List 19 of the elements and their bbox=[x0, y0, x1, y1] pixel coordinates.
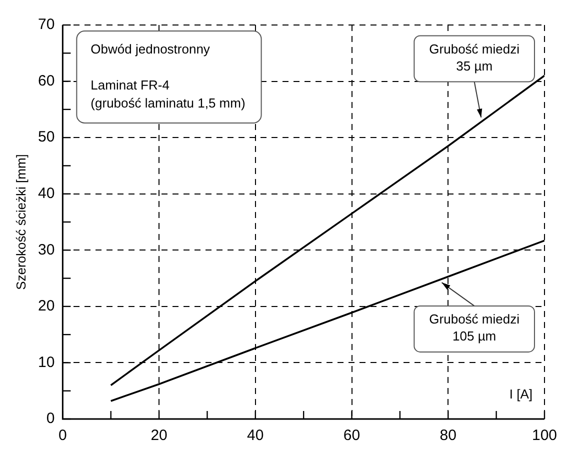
y-tick-label: 50 bbox=[38, 128, 55, 146]
text: Grubość miedzi 105 µm bbox=[429, 312, 520, 344]
y-tick-label: 30 bbox=[38, 241, 55, 258]
y-tick-label: 40 bbox=[38, 185, 55, 202]
y-axis-title: Szerokość ścieżki [mm] bbox=[14, 154, 29, 290]
y-tick-label: 0 bbox=[46, 410, 55, 428]
y-tick-label: 20 bbox=[38, 298, 55, 315]
y-tick-label: 10 bbox=[38, 354, 55, 371]
x-tick-label: 60 bbox=[343, 427, 360, 444]
x-tick-label: 20 bbox=[150, 427, 168, 444]
x-tick-label: 100 bbox=[532, 427, 557, 444]
y-tick-label: 70 bbox=[38, 16, 55, 34]
x-tick-label: 40 bbox=[247, 427, 264, 444]
text: Obwód jednostronny Laminat FR-4 (grubość laminatu 1,5 mm) bbox=[90, 42, 246, 111]
x-tick-label: 80 bbox=[440, 427, 456, 444]
x-axis-title: I [A] bbox=[509, 386, 532, 402]
y-tick-label: 60 bbox=[38, 72, 55, 90]
x-tick-label: 0 bbox=[58, 427, 67, 444]
series-label: Grubość miedzi 35 µm bbox=[429, 41, 520, 74]
